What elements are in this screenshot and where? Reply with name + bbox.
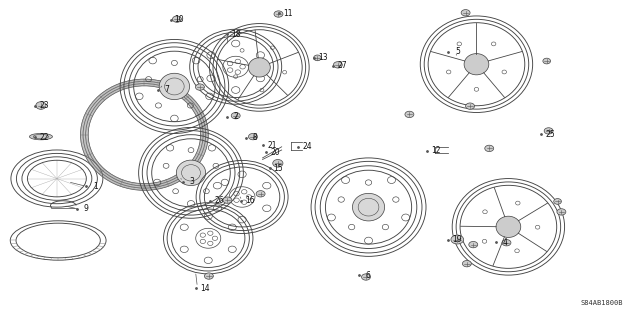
Ellipse shape [223,197,232,203]
Ellipse shape [159,73,189,100]
Text: 2: 2 [234,112,238,121]
Ellipse shape [362,274,371,280]
Text: 11: 11 [284,9,293,18]
Text: 14: 14 [200,284,210,293]
Ellipse shape [484,145,493,152]
Text: 26: 26 [214,196,224,205]
Text: 10: 10 [175,15,184,24]
Text: 16: 16 [245,196,255,205]
Ellipse shape [248,58,270,77]
Text: 1: 1 [93,182,97,191]
Text: 24: 24 [303,142,312,151]
Ellipse shape [502,240,511,246]
Ellipse shape [464,54,489,75]
Ellipse shape [29,133,52,140]
Text: 21: 21 [268,141,277,150]
Text: 23: 23 [39,101,49,110]
Ellipse shape [274,11,283,17]
Ellipse shape [333,62,342,68]
Text: 15: 15 [274,164,284,173]
Ellipse shape [468,241,477,248]
Ellipse shape [195,84,204,90]
Text: 19: 19 [452,235,462,244]
Ellipse shape [231,113,240,119]
Ellipse shape [177,160,205,186]
Ellipse shape [557,209,566,215]
Ellipse shape [256,191,265,197]
Text: 13: 13 [318,53,328,62]
Ellipse shape [451,235,464,244]
Ellipse shape [173,16,181,22]
Ellipse shape [466,103,474,109]
Text: 25: 25 [545,130,555,138]
Ellipse shape [353,193,385,221]
Ellipse shape [204,273,213,279]
Text: 7: 7 [164,85,169,94]
Text: 27: 27 [337,61,347,70]
Ellipse shape [405,111,414,118]
Ellipse shape [248,133,257,140]
Text: 12: 12 [431,146,441,155]
Text: 6: 6 [365,271,371,280]
Text: 20: 20 [271,148,280,157]
Ellipse shape [463,261,471,267]
Text: 5: 5 [455,47,460,56]
Text: 22: 22 [40,133,49,142]
Ellipse shape [461,10,470,16]
Text: S84AB1800B: S84AB1800B [581,300,623,306]
Ellipse shape [496,216,521,237]
Text: 3: 3 [190,177,195,186]
Text: 18: 18 [231,30,241,39]
Text: 8: 8 [253,133,257,142]
Ellipse shape [314,55,321,61]
Ellipse shape [36,102,46,109]
Ellipse shape [273,160,283,167]
Ellipse shape [544,128,553,134]
Ellipse shape [554,198,561,204]
Text: 9: 9 [83,204,88,213]
Text: 4: 4 [503,238,508,247]
Ellipse shape [543,58,550,64]
